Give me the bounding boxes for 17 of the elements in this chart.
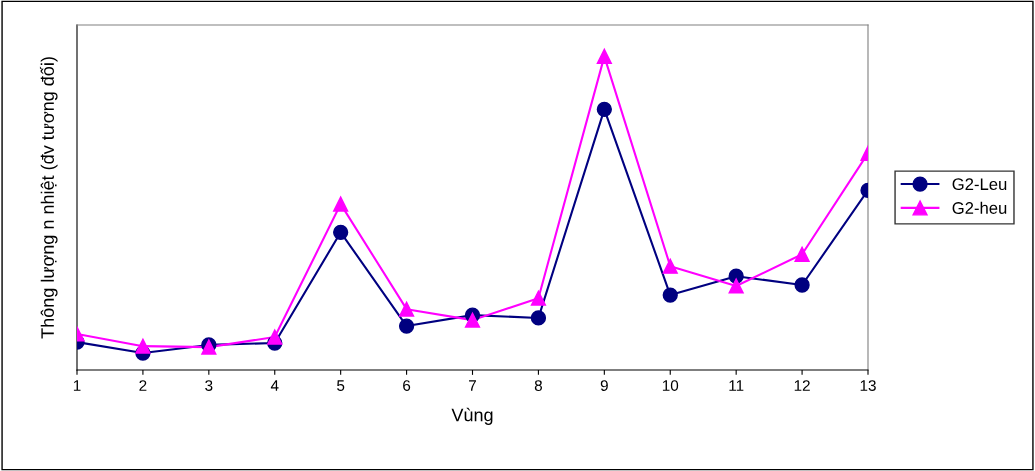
x-tick-label: 7 <box>469 380 476 391</box>
x-tick-label: 2 <box>139 380 147 391</box>
legend-label: G2-heu <box>952 201 1007 214</box>
x-tick-label: 6 <box>403 380 411 391</box>
x-tick-label: 5 <box>337 380 345 391</box>
x-tick-label: 9 <box>600 380 608 391</box>
x-tick-label: 8 <box>534 380 542 391</box>
legend-label: G2-Leu <box>952 178 1007 191</box>
x-tick-label: 4 <box>270 380 279 391</box>
x-tick-label: 10 <box>662 380 679 391</box>
x-tick-label: 3 <box>205 380 213 391</box>
x-tick-label: 12 <box>794 380 810 391</box>
x-tick-label: 1 <box>73 380 81 391</box>
x-axis-title: Vùng <box>451 407 493 425</box>
x-tick-label: 11 <box>729 380 744 391</box>
y-axis-title: Thông lượng n nhiệt (đv tương đối) <box>39 57 58 339</box>
x-tick-label: 13 <box>860 380 876 391</box>
